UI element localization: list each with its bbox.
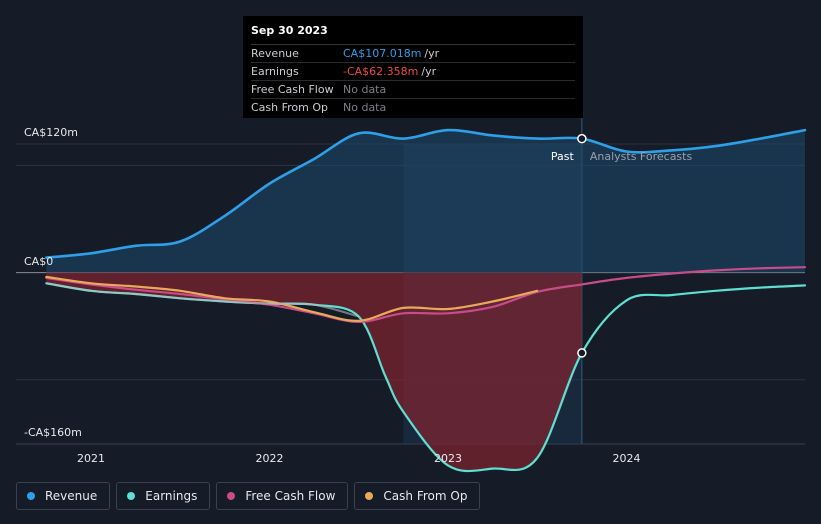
legend-item-earnings[interactable]: Earnings [116, 482, 211, 510]
tooltip-row-free-cash-flow: Free Cash Flow No data [251, 81, 575, 99]
x-tick-label: 2022 [255, 452, 283, 465]
tooltip-label: Free Cash Flow [251, 83, 334, 96]
y-tick-label: CA$120m [24, 126, 78, 139]
legend-label: Earnings [145, 489, 198, 503]
legend-dot-icon [127, 492, 136, 500]
tooltip-row-cash-from-op: Cash From Op No data [251, 99, 575, 116]
legend-item-revenue[interactable]: Revenue [16, 482, 111, 510]
x-tick-label: 2021 [77, 452, 105, 465]
axis-labels: CA$120m CA$0 -CA$160m 2021 2022 2023 2024 [24, 126, 640, 465]
tooltip-value: CA$107.018m [343, 47, 422, 60]
revenue-marker [577, 133, 587, 144]
legend-dot-icon [27, 492, 35, 500]
tooltip-date: Sep 30 2023 [251, 24, 575, 45]
y-tick-label: -CA$160m [24, 426, 82, 439]
tooltip-unit: /yr [421, 65, 437, 78]
revenue-area [46, 130, 806, 273]
cash-from-op-line [45, 275, 539, 322]
x-tick-label: 2024 [612, 452, 640, 465]
revenue-line [45, 128, 807, 259]
x-tick-label: 2023 [434, 452, 462, 465]
tooltip-row-revenue: Revenue CA$107.018m /yr [251, 45, 575, 63]
legend-item-free-cash-flow[interactable]: Free Cash Flow [216, 482, 349, 510]
tooltip: Sep 30 2023 Revenue CA$107.018m /yr Earn… [243, 16, 583, 118]
legend-label: Revenue [45, 489, 98, 503]
tooltip-unit: /yr [424, 47, 440, 60]
legend-item-cash-from-op[interactable]: Cash From Op [354, 482, 481, 510]
tooltip-label: Earnings [251, 65, 299, 78]
tooltip-value: No data [343, 101, 387, 114]
legend: Revenue Earnings Free Cash Flow Cash Fro… [16, 482, 481, 512]
overlay: Past Analysts Forecasts [551, 133, 693, 358]
forecast-label: Analysts Forecasts [590, 150, 693, 163]
legend-dot-icon [365, 492, 374, 500]
tooltip-label: Revenue [251, 47, 299, 60]
earnings-past-line [46, 282, 359, 318]
tooltip-label: Cash From Op [251, 101, 329, 114]
earnings-area [46, 272, 582, 472]
tooltip-value: -CA$62.358m [343, 65, 419, 78]
legend-label: Free Cash Flow [245, 489, 336, 503]
legend-label: Cash From Op [383, 489, 468, 503]
legend-dot-icon [227, 492, 236, 500]
past-label: Past [551, 150, 575, 163]
series-lines [45, 128, 807, 473]
series-fills [46, 130, 806, 472]
earnings-marker [577, 348, 587, 358]
tooltip-value: No data [343, 83, 387, 96]
free-cash-flow-line [45, 266, 807, 324]
tooltip-row-earnings: Earnings -CA$62.358m /yr [251, 63, 575, 81]
y-tick-label: CA$0 [24, 255, 53, 268]
